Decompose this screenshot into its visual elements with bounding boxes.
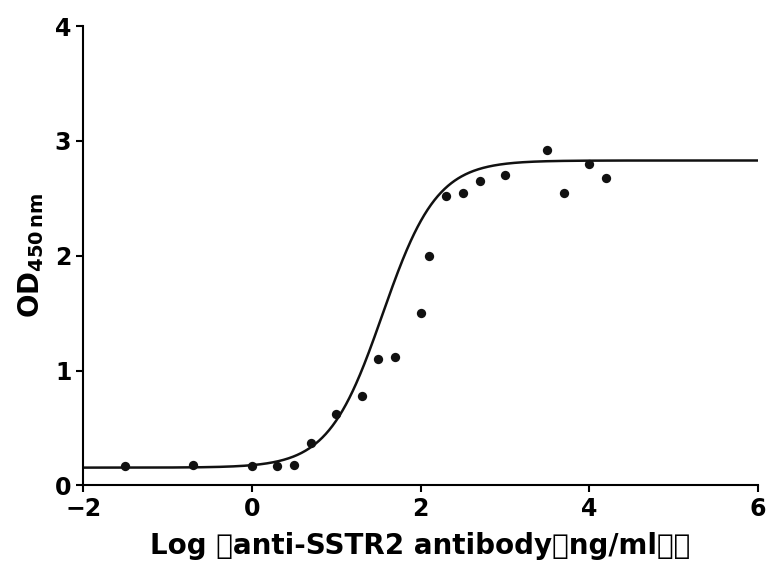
- Point: [499, 171, 511, 180]
- Point: [557, 188, 570, 197]
- Point: [330, 410, 342, 419]
- Point: [186, 460, 199, 469]
- Point: [600, 173, 612, 182]
- X-axis label: Log （anti-SSTR2 antibody（ng/ml））: Log （anti-SSTR2 antibody（ng/ml））: [150, 533, 691, 560]
- Point: [305, 439, 317, 448]
- Point: [541, 145, 554, 155]
- Point: [389, 352, 402, 361]
- Y-axis label: OD$_{\mathbf{450\,nm}}$: OD$_{\mathbf{450\,nm}}$: [16, 193, 46, 319]
- Point: [246, 461, 258, 470]
- Point: [372, 354, 384, 364]
- Point: [474, 177, 486, 186]
- Point: [439, 192, 452, 201]
- Point: [414, 309, 427, 318]
- Point: [271, 461, 283, 470]
- Point: [456, 188, 469, 197]
- Point: [423, 251, 435, 260]
- Point: [355, 391, 368, 400]
- Point: [119, 461, 132, 470]
- Point: [583, 159, 596, 168]
- Point: [288, 460, 301, 469]
